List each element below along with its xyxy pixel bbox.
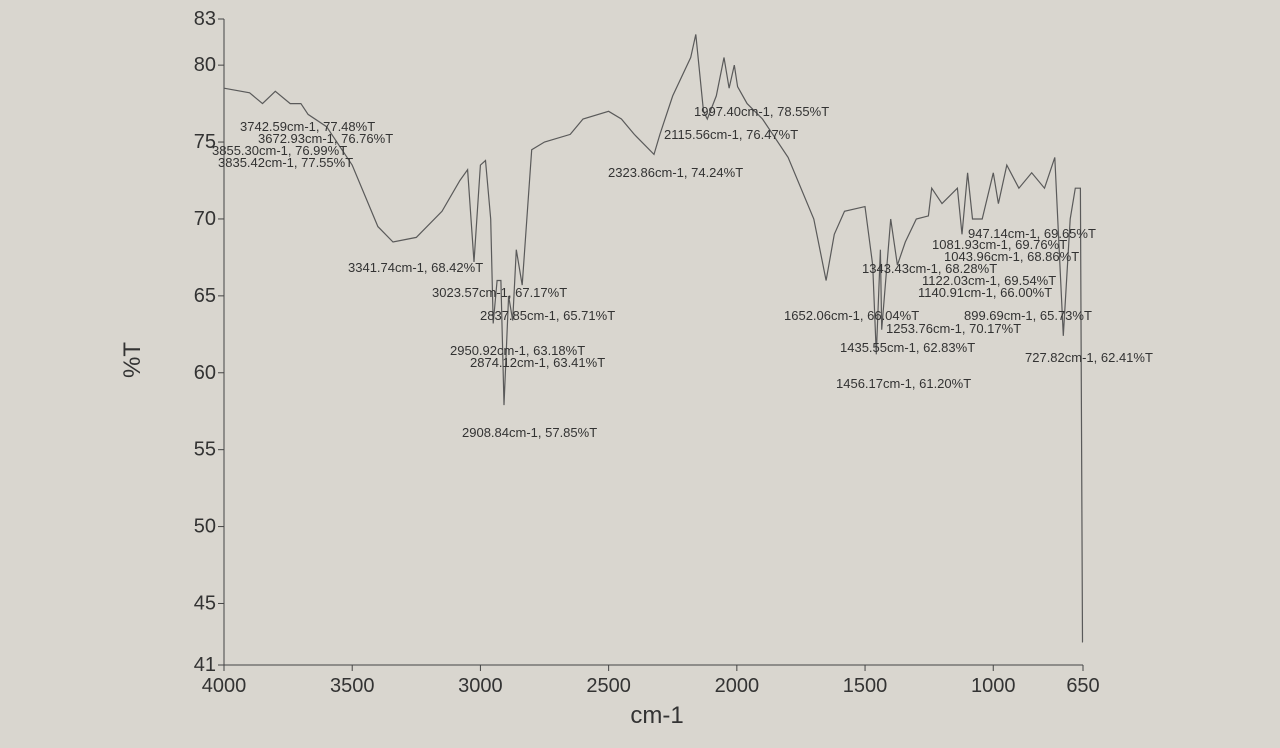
x-tick-label: 4000 — [202, 675, 247, 697]
peak-label: 1140.91cm-1, 66.00%T — [918, 285, 1052, 300]
peak-label: 947.14cm-1, 69.65%T — [968, 226, 1096, 241]
peak-label: 1997.40cm-1, 78.55%T — [694, 104, 829, 119]
peak-label: 1043.96cm-1, 68.86%T — [944, 249, 1079, 264]
y-tick-label: 45 — [194, 592, 216, 614]
peak-label: 2874.12cm-1, 63.41%T — [470, 355, 605, 370]
y-tick-label: 55 — [194, 439, 216, 461]
x-tick-label: 650 — [1066, 675, 1099, 697]
y-tick-label: 83 — [194, 8, 216, 30]
peak-label: 1122.03cm-1, 69.54%T — [922, 273, 1056, 288]
peak-label: 3742.59cm-1, 77.48%T — [240, 119, 375, 134]
peak-label: 1435.55cm-1, 62.83%T — [840, 340, 975, 355]
peak-label: 3672.93cm-1, 76.76%T — [258, 131, 393, 146]
x-tick-label: 1500 — [843, 675, 888, 697]
peak-label: 2837.85cm-1, 65.71%T — [480, 308, 615, 323]
x-axis-label: cm-1 — [630, 702, 683, 729]
y-axis-label: %T — [119, 342, 146, 378]
peak-label: 1253.76cm-1, 70.17%T — [886, 321, 1021, 336]
y-tick-label: 80 — [194, 54, 216, 76]
y-tick-label: 75 — [194, 131, 216, 153]
peak-label: 899.69cm-1, 65.73%T — [964, 308, 1092, 323]
peak-label: 2908.84cm-1, 57.85%T — [462, 425, 597, 440]
peak-label: 1081.93cm-1, 69.76%T — [932, 237, 1067, 252]
y-tick-label: 65 — [194, 285, 216, 307]
x-tick-label: 3500 — [330, 675, 375, 697]
y-tick-label: 41 — [194, 654, 216, 676]
x-tick-label: 3000 — [458, 675, 503, 697]
x-tick-label: 2000 — [715, 675, 760, 697]
x-tick-label: 1000 — [971, 675, 1016, 697]
peak-label: 2323.86cm-1, 74.24%T — [608, 165, 743, 180]
peak-label: 3341.74cm-1, 68.42%T — [348, 260, 483, 275]
peak-label: 1456.17cm-1, 61.20%T — [836, 376, 971, 391]
peak-label: 3023.57cm-1, 67.17%T — [432, 285, 567, 300]
y-tick-label: 50 — [194, 516, 216, 538]
peak-label: 3855.30cm-1, 76.99%T — [212, 143, 347, 158]
y-tick-label: 60 — [194, 362, 216, 384]
peak-label: 1652.06cm-1, 66.04%T — [784, 308, 919, 323]
peak-label: 2950.92cm-1, 63.18%T — [450, 343, 585, 358]
y-tick-label: 70 — [194, 208, 216, 230]
peak-label: 3835.42cm-1, 77.55%T — [218, 155, 353, 170]
peak-label: 2115.56cm-1, 76.47%T — [664, 127, 798, 142]
peak-label: 727.82cm-1, 62.41%T — [1025, 350, 1153, 365]
peak-label: 1343.43cm-1, 68.28%T — [862, 261, 997, 276]
x-tick-label: 2500 — [586, 675, 631, 697]
spectrum-line — [223, 34, 1084, 643]
